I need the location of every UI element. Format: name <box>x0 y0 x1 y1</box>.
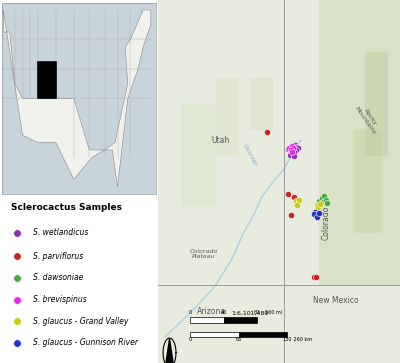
Text: 0: 0 <box>189 310 192 315</box>
Text: Colorado
Plateau: Colorado Plateau <box>190 249 218 260</box>
Text: 40: 40 <box>220 310 227 315</box>
Bar <box>181 104 216 207</box>
Text: 260 km: 260 km <box>290 337 313 342</box>
Text: Sclerocactus Samples: Sclerocactus Samples <box>11 203 122 212</box>
Text: Colorado: Colorado <box>242 143 258 168</box>
Text: S. glaucus - Gunnison River: S. glaucus - Gunnison River <box>33 338 138 347</box>
Text: Utah: Utah <box>211 135 229 144</box>
Bar <box>38 61 56 98</box>
Text: S. brevispinus: S. brevispinus <box>33 295 86 304</box>
Polygon shape <box>166 339 173 363</box>
Bar <box>366 52 388 156</box>
Text: 65: 65 <box>236 337 242 342</box>
Text: 0: 0 <box>189 337 192 342</box>
Text: 1:6,101,480: 1:6,101,480 <box>232 311 269 316</box>
Text: Arizona: Arizona <box>196 307 226 316</box>
Text: S. wetlandicus: S. wetlandicus <box>33 228 88 237</box>
Text: 130: 130 <box>282 337 292 342</box>
Bar <box>216 78 239 156</box>
Text: 80: 80 <box>254 310 260 315</box>
Text: 160 mi: 160 mi <box>260 310 282 315</box>
Text: S. parviflorus: S. parviflorus <box>33 252 83 261</box>
Bar <box>354 130 382 233</box>
Bar <box>250 78 273 130</box>
Text: Rocky
Mountains: Rocky Mountains <box>354 103 382 136</box>
Text: S. dawsoniae: S. dawsoniae <box>33 273 83 282</box>
Polygon shape <box>319 0 400 285</box>
Text: Colorado: Colorado <box>322 206 331 240</box>
Polygon shape <box>3 10 151 187</box>
Text: S. glaucus - Grand Valley: S. glaucus - Grand Valley <box>33 317 128 326</box>
Text: New Mexico: New Mexico <box>313 296 358 305</box>
